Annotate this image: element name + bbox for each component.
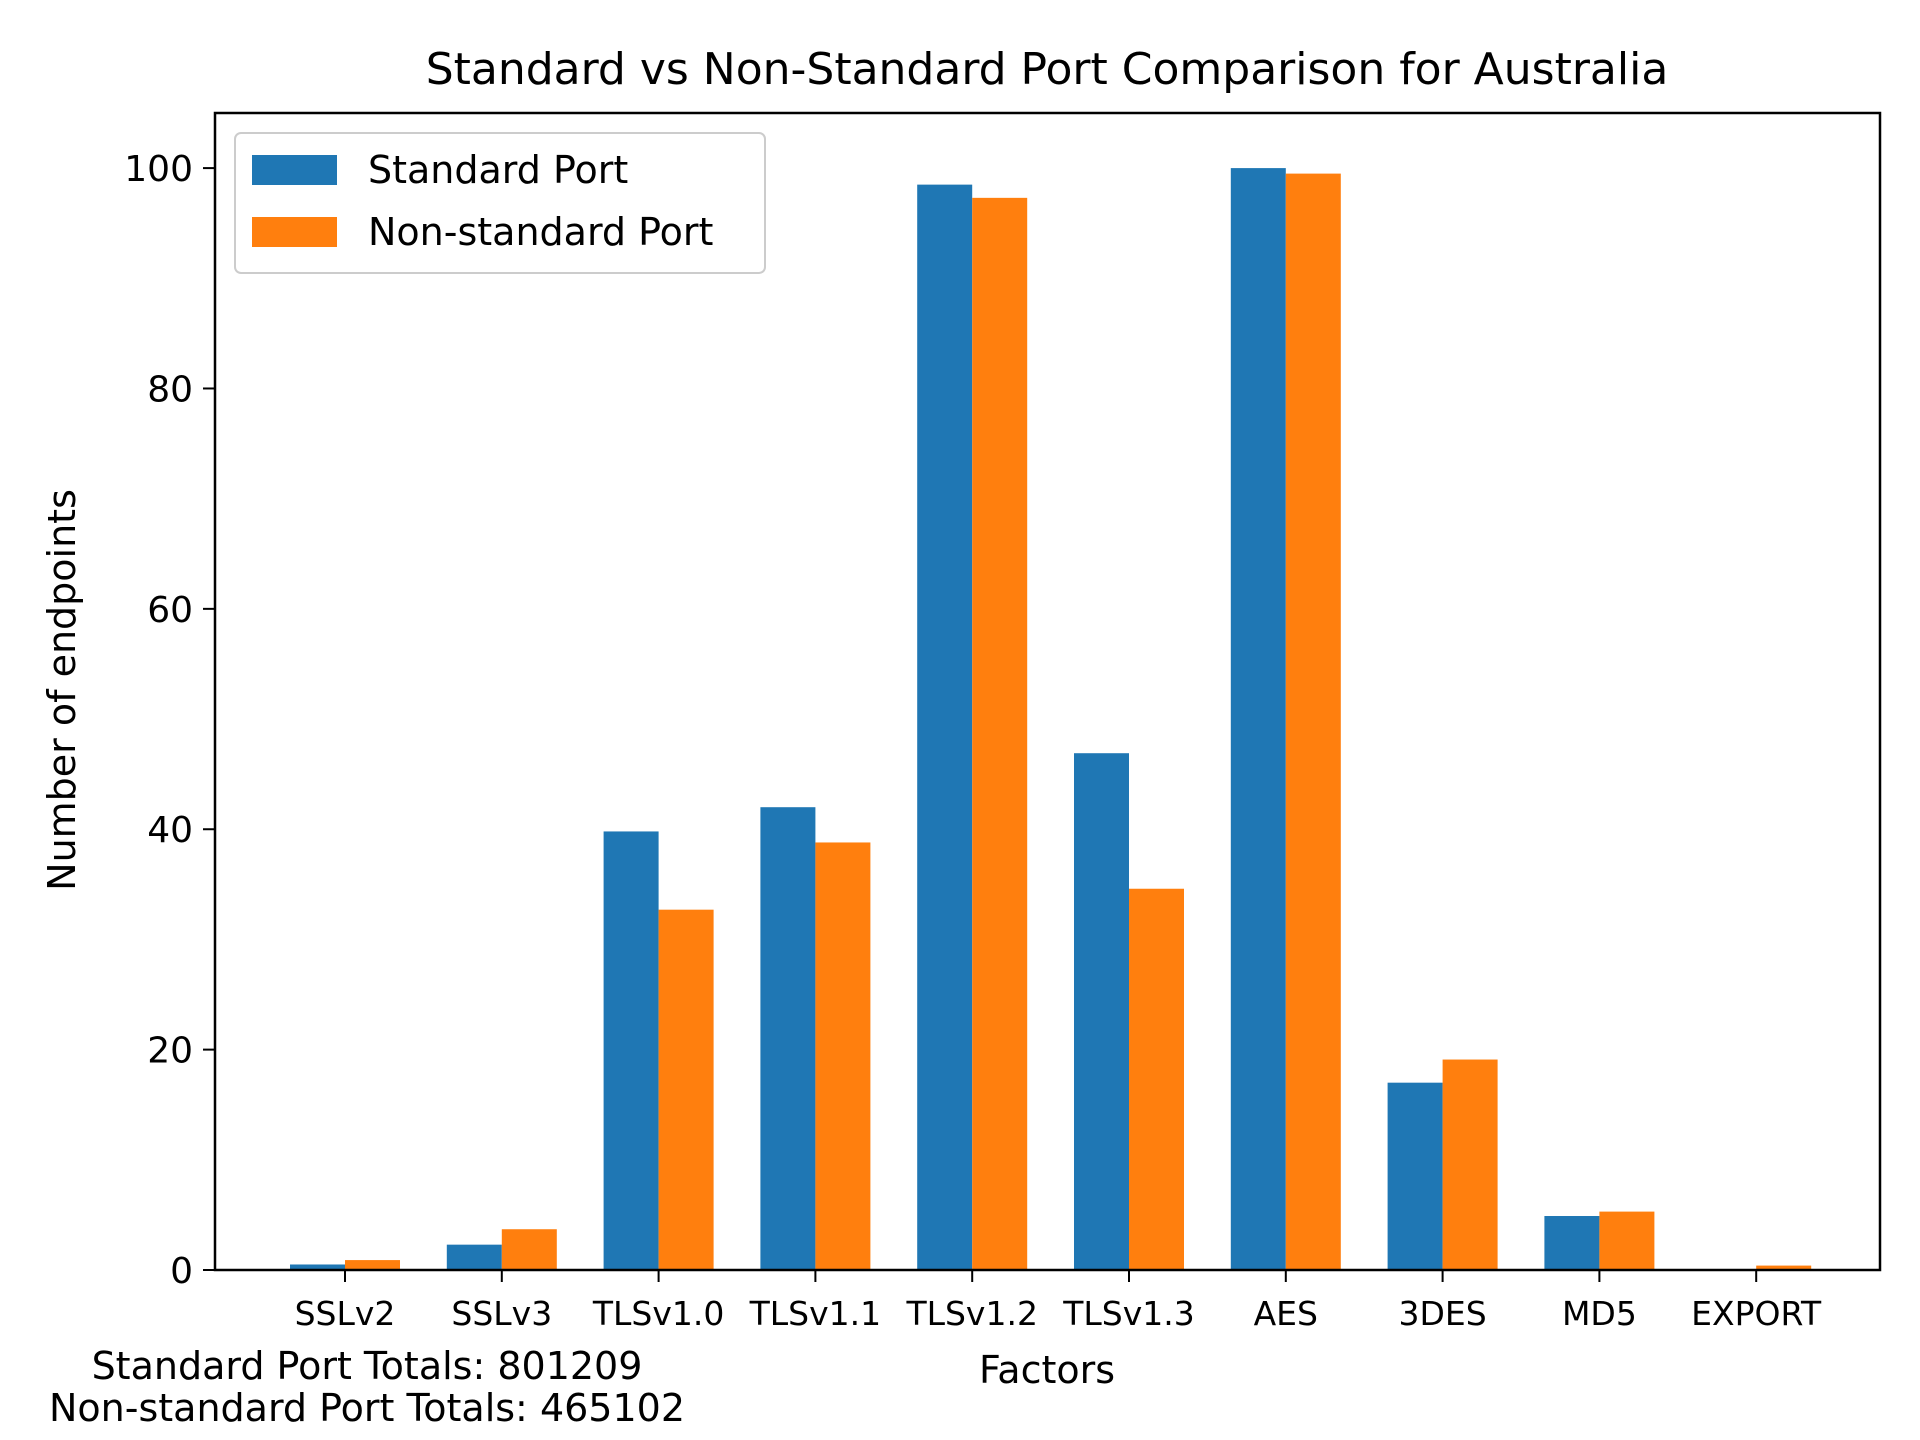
legend-label-standard: Standard Port <box>368 148 628 192</box>
x-tick-label: TLSv1.3 <box>1062 1294 1195 1333</box>
x-tick-label: AES <box>1254 1294 1318 1333</box>
bar-standard-md5 <box>1544 1216 1600 1270</box>
bar-nonstandard-aes <box>1285 173 1341 1271</box>
x-axis-label: Factors <box>979 1348 1115 1392</box>
x-tick-label: SSLv3 <box>451 1294 552 1333</box>
bar-nonstandard-tlsv1-1 <box>815 842 871 1270</box>
bar-standard-tlsv1-2 <box>917 184 973 1271</box>
chart-title: Standard vs Non-Standard Port Comparison… <box>426 44 1669 95</box>
bar-standard-tlsv1-1 <box>760 807 816 1270</box>
y-tick-label: 20 <box>147 1031 193 1072</box>
bar-nonstandard-tlsv1-3 <box>1129 888 1184 1270</box>
x-tick-label: EXPORT <box>1691 1294 1822 1333</box>
bar-standard-3des <box>1387 1082 1443 1270</box>
x-tick-label: SSLv2 <box>295 1294 396 1333</box>
bar-standard-sslv2 <box>290 1264 345 1270</box>
bar-nonstandard-md5 <box>1599 1211 1655 1270</box>
x-tick-label: TLSv1.2 <box>905 1294 1038 1333</box>
bar-nonstandard-export <box>1756 1265 1812 1270</box>
x-tick-label: 3DES <box>1398 1294 1486 1333</box>
legend: Standard Port Non-standard Port <box>234 132 766 274</box>
x-tick-label: TLSv1.0 <box>592 1294 725 1333</box>
bar-standard-sslv3 <box>446 1244 502 1270</box>
bar-nonstandard-sslv3 <box>501 1229 557 1270</box>
legend-label-nonstandard: Non-standard Port <box>368 210 713 254</box>
plot-frame <box>213 111 1882 1272</box>
y-tick-label: 0 <box>170 1251 193 1292</box>
legend-box <box>234 132 766 274</box>
legend-swatch-nonstandard <box>252 217 337 247</box>
y-tick-label: 100 <box>124 149 193 190</box>
standard-port-totals: Standard Port Totals: 801209 <box>92 1344 643 1388</box>
bar-standard-aes <box>1230 168 1286 1271</box>
x-tick-label: MD5 <box>1562 1294 1637 1333</box>
bar-standard-tlsv1-0 <box>603 831 659 1270</box>
bar-nonstandard-tlsv1-0 <box>658 909 714 1270</box>
bar-nonstandard-tlsv1-2 <box>972 197 1028 1270</box>
y-tick-label: 60 <box>147 590 193 631</box>
plot-area: SSLv2 SSLv3 TLSv1.0 TLSv1.1 TLSv1.2 TLSv1.3 AE… <box>124 149 1822 1333</box>
y-tick-label: 80 <box>147 369 193 410</box>
bar-standard-tlsv1-3 <box>1074 753 1129 1270</box>
y-axis-label: Number of endpoints <box>40 489 84 891</box>
legend-swatch-standard <box>252 155 337 185</box>
x-tick-label: TLSv1.1 <box>749 1294 882 1333</box>
bar-nonstandard-sslv2 <box>345 1260 400 1270</box>
bar-nonstandard-3des <box>1442 1059 1498 1270</box>
y-tick-label: 40 <box>147 810 193 851</box>
nonstandard-port-totals: Non-standard Port Totals: 465102 <box>49 1386 685 1430</box>
